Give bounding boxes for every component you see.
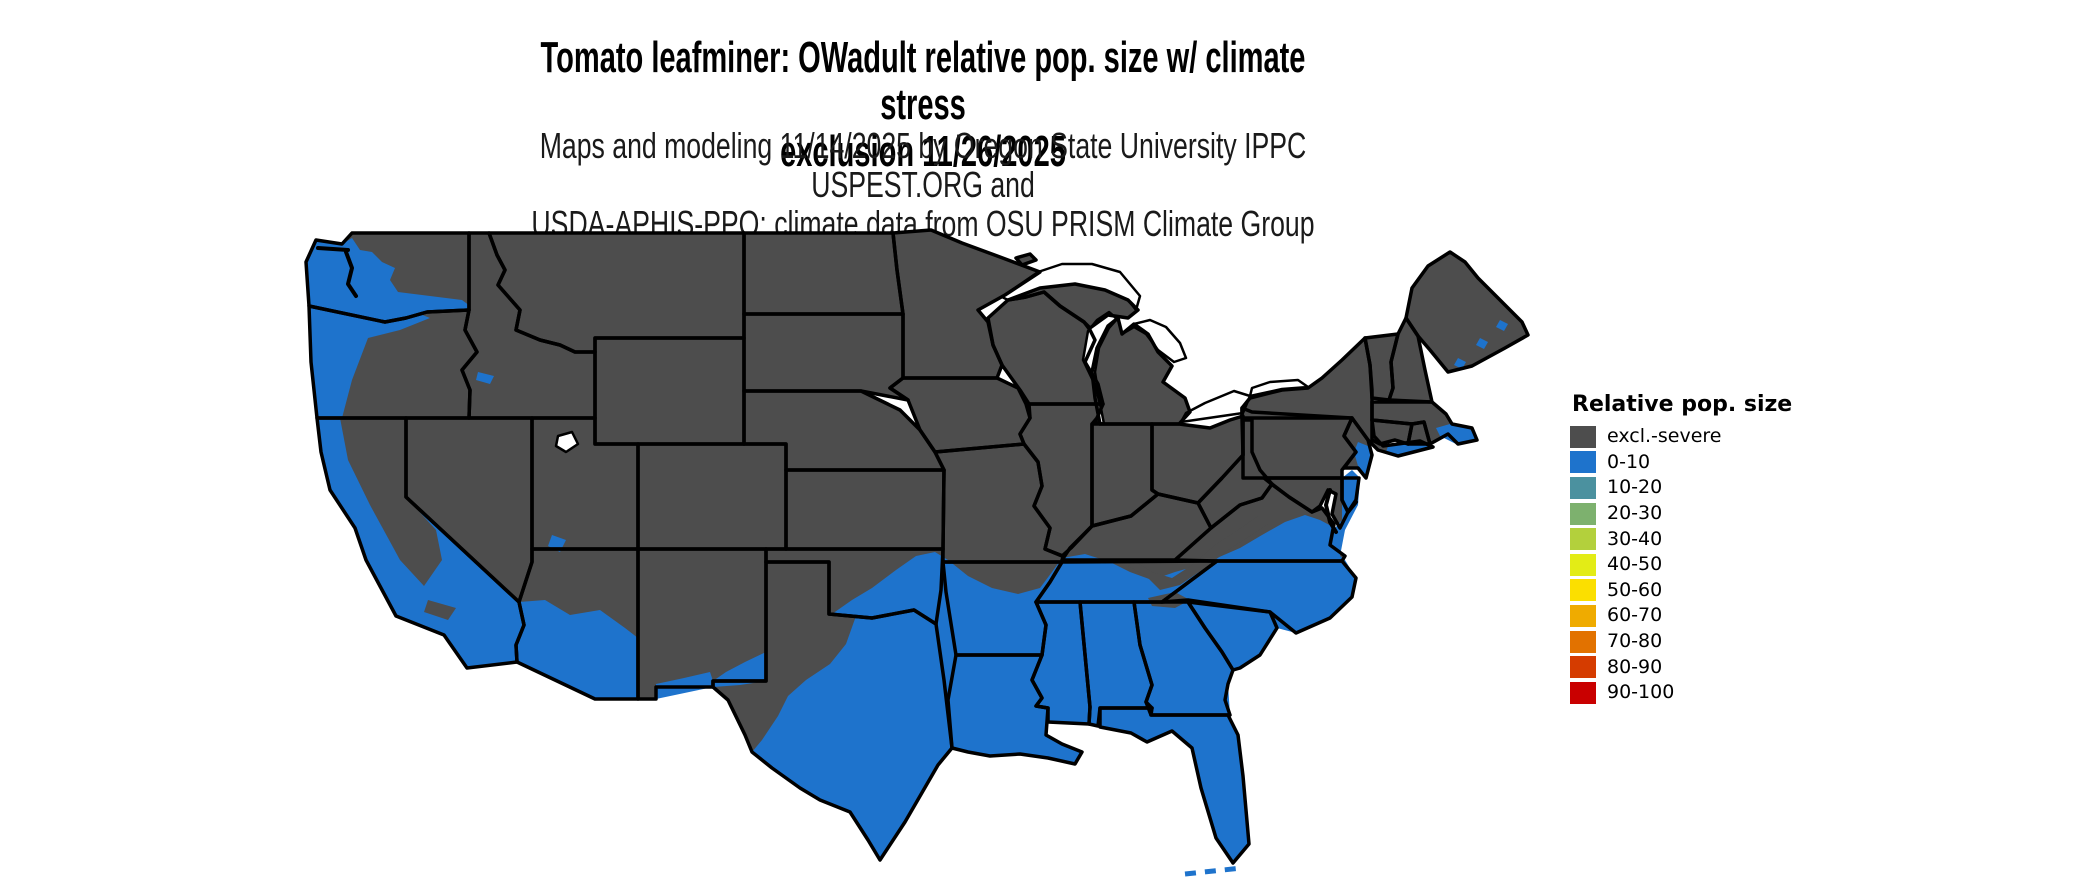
legend-item-20-30: 20-30 — [1570, 501, 1792, 527]
legend-label: 80-90 — [1607, 655, 1663, 678]
blue-region-southeast — [832, 470, 1360, 863]
legend-swatch-0-10 — [1570, 451, 1596, 474]
blue-speck-maine-coast-2 — [1476, 338, 1488, 349]
legend-swatch-excl-severe — [1570, 425, 1596, 448]
legend-item-60-70: 60-70 — [1570, 603, 1792, 629]
blue-speck-maine-coast-3 — [1496, 320, 1508, 331]
legend-label: 60-70 — [1607, 604, 1663, 627]
legend-swatch-70-80 — [1570, 630, 1596, 653]
legend-item-0-10: 0-10 — [1570, 450, 1792, 476]
legend-swatch-10-20 — [1570, 476, 1596, 499]
puget-sound — [316, 246, 358, 298]
blue-speck-maine-coast-1 — [1454, 358, 1466, 369]
blue-region-oregon — [309, 306, 430, 418]
legend-swatch-80-90 — [1570, 656, 1596, 679]
legend-label: 70-80 — [1607, 630, 1663, 653]
legend-label: 90-100 — [1607, 681, 1675, 704]
blue-speck-snake-plain — [476, 372, 494, 384]
legend-label: 10-20 — [1607, 476, 1663, 499]
map-subtitle: Maps and modeling 11/14/2025 by Oregon S… — [479, 126, 1367, 243]
florida-keys — [1184, 865, 1243, 877]
map-title-line1: Tomato leafminer: OWadult relative pop. … — [540, 33, 1306, 129]
legend: Relative pop. size excl.-severe 0-10 10-… — [1570, 392, 1792, 706]
legend-label: 40-50 — [1607, 553, 1663, 576]
legend-item-50-60: 50-60 — [1570, 578, 1792, 604]
chesapeake-bay — [1324, 488, 1338, 534]
gray-region-california-interior — [340, 418, 442, 586]
legend-swatch-50-60 — [1570, 579, 1596, 602]
water-cracks — [316, 246, 1358, 534]
legend-swatch-90-100 — [1570, 681, 1596, 704]
blue-region-cape-cod — [1436, 424, 1477, 444]
legend-item-excl-severe: excl.-severe — [1570, 424, 1792, 450]
legend-item-90-100: 90-100 — [1570, 680, 1792, 706]
legend-label: 20-30 — [1607, 502, 1663, 525]
blue-region-texas — [752, 610, 952, 860]
legend-swatch-30-40 — [1570, 528, 1596, 551]
legend-swatch-60-70 — [1570, 604, 1596, 627]
legend-item-70-80: 70-80 — [1570, 629, 1792, 655]
great-salt-lake — [554, 430, 580, 454]
map-title: Tomato leafminer: OWadult relative pop. … — [527, 34, 1319, 175]
gray-region-appalachians — [1128, 516, 1268, 590]
legend-label: 30-40 — [1607, 527, 1663, 550]
legend-label: 0-10 — [1607, 450, 1651, 473]
legend-label: excl.-severe — [1607, 425, 1722, 448]
legend-item-40-50: 40-50 — [1570, 552, 1792, 578]
map-title-line2: exclusion 11/26/2025 — [780, 127, 1066, 176]
legend-title: Relative pop. size — [1572, 392, 1793, 417]
blue-region-new-mexico-southeast — [713, 652, 766, 687]
legend-item-80-90: 80-90 — [1570, 654, 1792, 680]
delaware-bay — [1346, 500, 1358, 514]
legend-label: 50-60 — [1607, 578, 1663, 601]
map-subtitle-line1: Maps and modeling 11/14/2025 by Oregon S… — [539, 125, 1307, 205]
legend-item-10-20: 10-20 — [1570, 475, 1792, 501]
legend-item-30-40: 30-40 — [1570, 526, 1792, 552]
legend-swatch-20-30 — [1570, 502, 1596, 525]
legend-swatch-40-50 — [1570, 553, 1596, 576]
gray-region-socal-mountains — [424, 600, 456, 620]
